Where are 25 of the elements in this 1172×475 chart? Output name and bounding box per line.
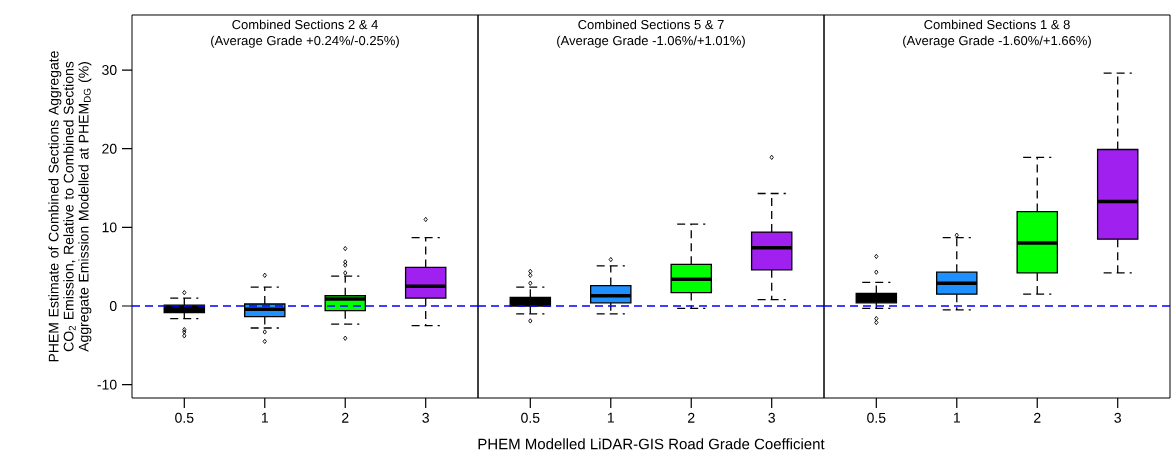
x-tick-label: 0.5 (175, 412, 194, 423)
y-tick-label: -10 (97, 379, 117, 390)
x-tick-label: 1 (953, 412, 960, 423)
y-tick-label: 0 (109, 301, 117, 311)
x-tick-label: 3 (768, 412, 775, 423)
x-tick-label: 2 (1034, 412, 1041, 423)
x-tick-label: 1 (607, 412, 614, 423)
y-axis-title: PHEM Estimate of Combined Sections Aggregate CO$_{2}$ Emission, Relative to Combined Sections Aggregate Emission Modelled at PHEM$_{DG}$ (%) (48, 51, 92, 362)
x-tick-label: 0.5 (867, 412, 886, 423)
text: (Average Grade -1.06%/+1.01%) (557, 35, 745, 48)
y-tick-label: 30 (102, 65, 117, 76)
x-tick-label: 2 (342, 412, 349, 423)
y-tick-label: 20 (102, 143, 117, 154)
x-tick-label: 3 (422, 412, 429, 423)
text: (Average Grade +0.24%/-0.25%) (211, 35, 399, 48)
x-axis-title: PHEM Modelled LiDAR-GIS Road Grade Coefficient (478, 438, 825, 450)
chart-title: Combined Sections 5 & 7 (578, 19, 724, 30)
chart-title: Combined Sections 2 & 4 (232, 19, 378, 30)
chart-title: Combined Sections 1 & 8 (924, 19, 1070, 30)
x-tick-label: 1 (261, 412, 268, 423)
x-tick-label: 0.5 (521, 412, 540, 423)
x-tick-label: 3 (1114, 412, 1121, 423)
y-tick-label: 10 (102, 222, 117, 233)
x-tick-label: 2 (688, 412, 695, 423)
text: (Average Grade -1.60%/+1.66%) (903, 35, 1091, 48)
